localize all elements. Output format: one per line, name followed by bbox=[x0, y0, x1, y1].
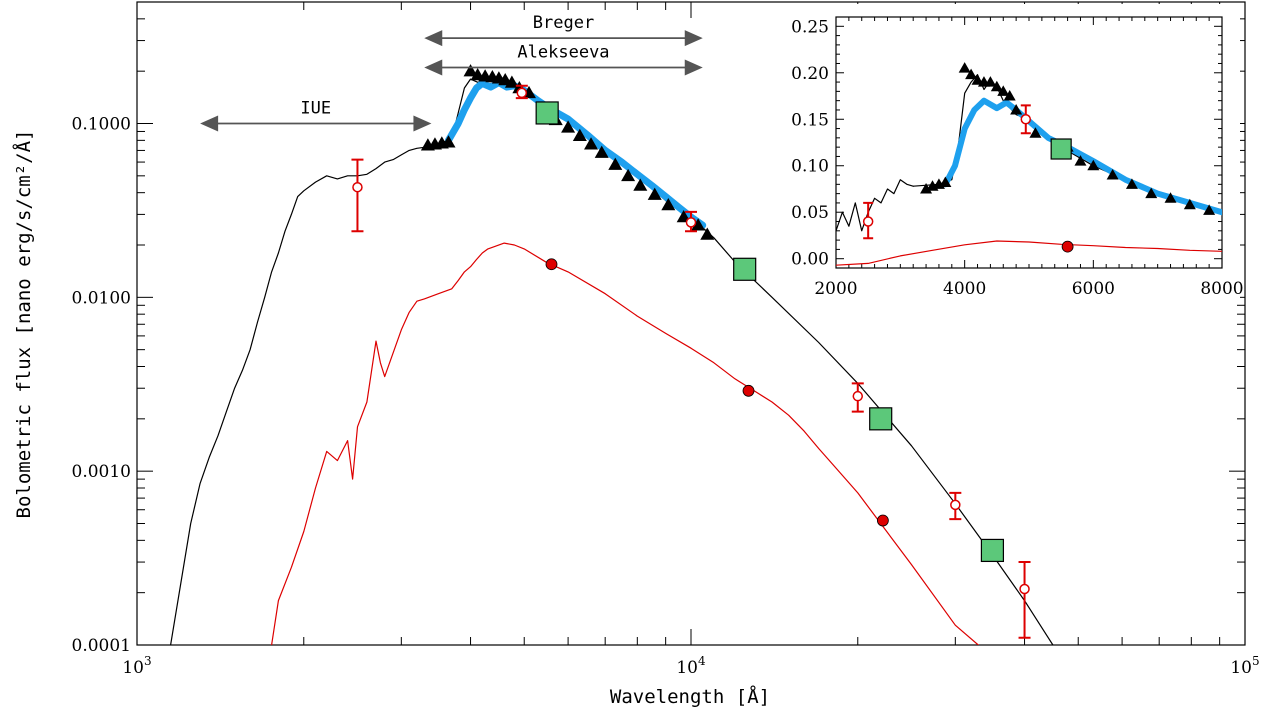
inset-series-line-0 bbox=[836, 179, 914, 232]
inset-triangle-point-5 bbox=[965, 68, 978, 80]
inset-y-tick-label-2: 0.10 bbox=[791, 157, 829, 177]
inset-background bbox=[790, 4, 1240, 298]
main-open-circle-point-0 bbox=[352, 181, 363, 193]
inset-triangle-point-18 bbox=[1125, 178, 1138, 189]
main-series-line-2 bbox=[271, 242, 979, 645]
inset-triangle-point-19 bbox=[1145, 187, 1158, 199]
main-square-point-1 bbox=[733, 257, 757, 281]
inset-triangle-point-20 bbox=[1164, 192, 1177, 203]
x-axis-title: Wavelength [Å] bbox=[610, 685, 770, 708]
annotation-arrowhead-left-0 bbox=[424, 30, 443, 47]
inset-x-tick-label-2: 6000 bbox=[1072, 279, 1115, 299]
main-series-line-3 bbox=[445, 79, 707, 229]
main-open-circle-point-5 bbox=[1019, 583, 1030, 595]
inset-triangle-point-13 bbox=[1029, 127, 1042, 138]
inset-y-tick-label-3: 0.15 bbox=[791, 110, 829, 130]
main-y-tick-label-2: 0.0100 bbox=[72, 288, 131, 308]
main-square-point-3 bbox=[980, 538, 1005, 563]
inset-triangle-point-15 bbox=[1074, 155, 1087, 166]
main-error-bar-5 bbox=[1018, 561, 1031, 639]
main-triangle-point-24 bbox=[691, 218, 706, 231]
annotation-arrowhead-right-1 bbox=[684, 59, 703, 76]
inset-triangle-point-11 bbox=[1003, 90, 1016, 101]
main-open-circle-point-3 bbox=[852, 390, 864, 402]
main-x-tick-label-0: 103 bbox=[122, 654, 151, 678]
annotation-label-0: Breger bbox=[533, 13, 594, 33]
inset-plot: 2000 4000 6000 8000 0.00 0.05 0.10 0.15 0.20 0.25 bbox=[790, 4, 1244, 299]
inset-x-tick-label-3: 8000 bbox=[1200, 279, 1243, 299]
inset-triangle-point-22 bbox=[1203, 204, 1216, 215]
main-triangle-point-3 bbox=[441, 135, 456, 148]
main-triangle-point-16 bbox=[584, 137, 599, 150]
main-triangle-point-15 bbox=[572, 128, 587, 142]
inset-triangle-point-9 bbox=[990, 80, 1003, 92]
main-triangle-point-17 bbox=[594, 145, 609, 158]
inset-triangle-point-4 bbox=[958, 62, 971, 73]
main-error-bar-0 bbox=[351, 158, 364, 233]
main-triangle-point-20 bbox=[633, 178, 648, 191]
inset-triangle-point-0 bbox=[920, 182, 933, 194]
inset-triangle-point-3 bbox=[939, 176, 952, 187]
main-triangle-point-4 bbox=[463, 64, 478, 77]
inset-triangle-point-17 bbox=[1106, 169, 1119, 180]
inset-y-tick-label-5: 0.25 bbox=[791, 17, 829, 37]
annotation-arrowhead-right-2 bbox=[413, 115, 432, 132]
main-open-circle-point-4 bbox=[950, 499, 961, 511]
main-x-tick-label-2: 105 bbox=[1230, 654, 1259, 678]
main-filled-circle-point-1 bbox=[742, 384, 755, 397]
main-series-line-0 bbox=[170, 146, 425, 645]
main-square-point-2 bbox=[869, 407, 893, 431]
inset-open-circle-point-0 bbox=[862, 216, 874, 227]
main-triangle-point-25 bbox=[700, 227, 715, 240]
main-open-circle-point-1 bbox=[516, 87, 528, 99]
main-filled-circle-point-2 bbox=[876, 514, 889, 527]
main-triangle-point-19 bbox=[621, 168, 636, 182]
main-data-group bbox=[170, 64, 1054, 645]
main-y-tick-label-1: 0.0010 bbox=[72, 462, 131, 482]
inset-y-tick-label-1: 0.05 bbox=[791, 203, 829, 223]
inset-open-circle-point-1 bbox=[1020, 114, 1032, 125]
main-y-tick-label-0: 0.0001 bbox=[72, 636, 131, 656]
inset-x-tick-label-1: 4000 bbox=[943, 279, 986, 299]
main-square-point-0 bbox=[535, 101, 559, 125]
inset-filled-circle-point-0 bbox=[1061, 240, 1074, 253]
inset-triangle-point-16 bbox=[1087, 159, 1100, 171]
inset-data-group bbox=[836, 62, 1222, 266]
inset-x-tick-label-0: 2000 bbox=[814, 279, 857, 299]
inset-series-line-3 bbox=[836, 240, 1222, 266]
main-open-circle-point-2 bbox=[685, 217, 697, 228]
main-x-tick-label-1: 104 bbox=[676, 654, 706, 678]
main-plot: 103 104 105 0.0001 0.0010 0.0100 0.1000 Breger A… bbox=[72, 1, 1260, 678]
main-filled-circle-point-0 bbox=[545, 258, 558, 271]
main-triangle-point-18 bbox=[608, 157, 623, 170]
annotation-label-1: Alekseeva bbox=[517, 42, 609, 62]
inset-square-point-0 bbox=[1050, 138, 1072, 160]
main-triangle-point-22 bbox=[661, 197, 676, 211]
annotation-arrowhead-right-0 bbox=[684, 30, 703, 47]
inset-y-tick-label-4: 0.20 bbox=[791, 64, 829, 84]
inset-triangle-point-10 bbox=[997, 85, 1010, 96]
annotation-arrowhead-left-1 bbox=[424, 59, 443, 76]
main-triangle-point-14 bbox=[561, 120, 576, 133]
inset-triangle-point-12 bbox=[1010, 103, 1023, 115]
main-triangle-point-10 bbox=[504, 75, 519, 88]
inset-triangle-point-8 bbox=[984, 76, 997, 87]
main-triangle-point-21 bbox=[647, 187, 662, 200]
inset-triangle-point-21 bbox=[1183, 198, 1196, 210]
inset-y-tick-label-0: 0.00 bbox=[791, 250, 829, 270]
y-axis-title: Bolometric flux [nano erg/s/cm²/Å] bbox=[12, 130, 35, 519]
annotation-arrowhead-left-2 bbox=[200, 115, 219, 132]
annotation-label-2: IUE bbox=[300, 99, 331, 119]
main-y-tick-label-3: 0.1000 bbox=[72, 115, 131, 135]
